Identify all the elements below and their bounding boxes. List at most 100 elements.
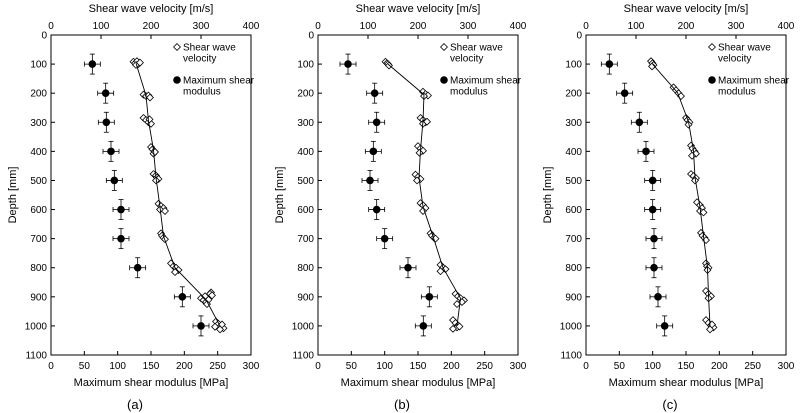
- top-x-tick-label: 300: [460, 21, 477, 32]
- top-x-tick-label: 300: [193, 21, 210, 32]
- velocity-point: [684, 120, 693, 129]
- velocity-trend-line: [135, 63, 221, 327]
- legend-circle-marker: [440, 76, 448, 84]
- y-tick-label: 900: [297, 292, 314, 303]
- panel-label: (b): [394, 397, 410, 412]
- modulus-point: [369, 147, 378, 156]
- top-x-tick-label: 400: [778, 21, 795, 32]
- bottom-x-tick-label: 250: [744, 361, 761, 372]
- top-axis-label: Shear wave velocity [m/s]: [624, 3, 749, 15]
- bottom-x-tick-label: 50: [346, 361, 358, 372]
- modulus-point: [648, 176, 657, 185]
- top-x-tick-label: 100: [628, 21, 645, 32]
- y-tick-label: 600: [565, 205, 582, 216]
- y-tick-label: 100: [297, 60, 314, 71]
- modulus-point: [635, 118, 644, 127]
- velocity-point: [699, 208, 708, 217]
- bottom-x-tick-label: 300: [778, 361, 795, 372]
- y-tick-label: 500: [565, 176, 582, 187]
- velocity-point: [218, 320, 226, 329]
- modulus-point: [404, 263, 412, 272]
- velocity-point: [208, 291, 216, 300]
- bottom-axis-label: Maximum shear modulus [MPa]: [609, 377, 764, 389]
- modulus-point: [419, 322, 428, 330]
- top-x-tick-label: 0: [48, 21, 54, 32]
- legend-label: velocity: [450, 54, 483, 65]
- modulus-point: [102, 118, 111, 127]
- y-axis-label: Depth [mm]: [7, 167, 19, 224]
- modulus-point: [107, 147, 115, 156]
- modulus-point: [650, 263, 658, 272]
- panel-label: (a): [127, 397, 143, 412]
- legend-label: Maximum shear: [450, 76, 522, 87]
- y-tick-label: 700: [30, 234, 47, 245]
- modulus-point: [372, 118, 381, 127]
- y-tick-label: 0: [308, 31, 314, 42]
- modulus-point: [110, 176, 119, 185]
- legend-label: Maximum shear: [183, 76, 255, 87]
- legend-label: modulus: [450, 87, 488, 98]
- modulus-point: [650, 234, 658, 243]
- modulus-point: [642, 147, 650, 156]
- y-tick-label: 0: [41, 31, 47, 42]
- velocity-point: [453, 300, 461, 309]
- y-tick-label: 1100: [292, 351, 314, 362]
- y-tick-label: 700: [297, 234, 314, 245]
- modulus-point: [178, 293, 187, 301]
- velocity-point: [423, 117, 431, 126]
- velocity-point: [648, 62, 656, 71]
- legend-label: modulus: [183, 87, 221, 98]
- y-tick-label: 800: [565, 263, 582, 274]
- velocity-point: [691, 176, 699, 185]
- y-tick-label: 1000: [25, 321, 48, 332]
- y-tick-label: 900: [565, 292, 582, 303]
- top-x-tick-label: 400: [510, 21, 527, 32]
- velocity-point: [136, 58, 144, 67]
- top-x-tick-label: 100: [93, 21, 110, 32]
- panel-label: (c): [662, 397, 677, 412]
- modulus-point: [372, 205, 381, 214]
- y-tick-label: 300: [297, 118, 314, 129]
- velocity-point: [449, 324, 457, 333]
- y-axis-label: Depth [mm]: [274, 167, 286, 224]
- modulus-point: [620, 89, 629, 97]
- legend-label: Maximum shear: [718, 76, 790, 87]
- modulus-point: [654, 293, 662, 301]
- bottom-axis-label: Maximum shear modulus [MPa]: [341, 377, 496, 389]
- bottom-x-tick-label: 200: [711, 361, 728, 372]
- y-tick-label: 100: [30, 60, 47, 71]
- bottom-x-tick-label: 0: [48, 361, 54, 372]
- velocity-point: [161, 207, 169, 215]
- y-tick-label: 200: [565, 89, 582, 100]
- y-axis-label: Depth [mm]: [542, 167, 554, 224]
- top-x-tick-label: 0: [315, 21, 321, 32]
- bottom-x-tick-label: 300: [243, 361, 260, 372]
- bottom-x-tick-label: 250: [476, 361, 493, 372]
- top-x-tick-label: 100: [360, 21, 377, 32]
- modulus-point: [370, 89, 379, 97]
- y-tick-label: 1000: [560, 321, 583, 332]
- y-tick-label: 0: [576, 31, 582, 42]
- bottom-x-tick-label: 100: [376, 361, 393, 372]
- velocity-point: [436, 267, 445, 276]
- top-x-tick-label: 200: [143, 21, 160, 32]
- velocity-trend-line: [652, 63, 711, 326]
- modulus-point: [605, 60, 614, 68]
- modulus-point: [117, 205, 125, 214]
- y-tick-label: 1000: [292, 321, 315, 332]
- modulus-point: [133, 263, 142, 272]
- modulus-point: [660, 322, 669, 330]
- bottom-x-tick-label: 100: [109, 361, 126, 372]
- legend-label: modulus: [718, 87, 756, 98]
- modulus-point: [117, 234, 125, 243]
- velocity-point: [385, 61, 393, 70]
- legend-label: velocity: [183, 54, 216, 65]
- legend-circle-marker: [173, 76, 181, 84]
- top-x-tick-label: 200: [678, 21, 695, 32]
